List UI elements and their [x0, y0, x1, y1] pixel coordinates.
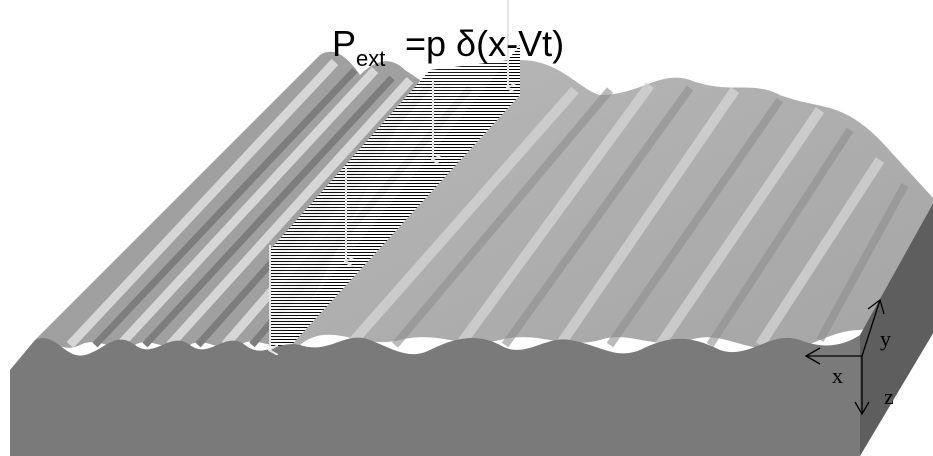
ridge-lines-right — [346, 82, 885, 349]
load-arrows — [270, 0, 508, 350]
coordinate-axes — [804, 298, 885, 416]
z-axis-label: z — [884, 384, 894, 409]
front-face — [10, 335, 860, 456]
z-axis-arrowhead — [854, 401, 870, 416]
x-axis-label: x — [832, 363, 843, 388]
formula-rhs: =p δ(x-Vt) — [405, 23, 564, 64]
ridge-shadows-right — [391, 85, 909, 348]
y-axis-label: y — [880, 326, 891, 351]
x-axis-arrowhead — [804, 347, 821, 365]
load-plane-hatched — [270, 60, 510, 352]
y-axis-arrowhead — [867, 298, 885, 315]
y-axis-arrow — [861, 299, 881, 357]
formula-symbol: P — [332, 23, 356, 64]
right-face — [860, 203, 933, 456]
load-formula: P ext =p δ(x-Vt) — [332, 23, 564, 71]
formula-subscript: ext — [356, 46, 385, 71]
